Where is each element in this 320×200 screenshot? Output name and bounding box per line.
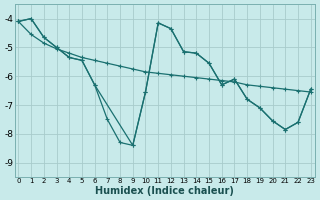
X-axis label: Humidex (Indice chaleur): Humidex (Indice chaleur) bbox=[95, 186, 234, 196]
